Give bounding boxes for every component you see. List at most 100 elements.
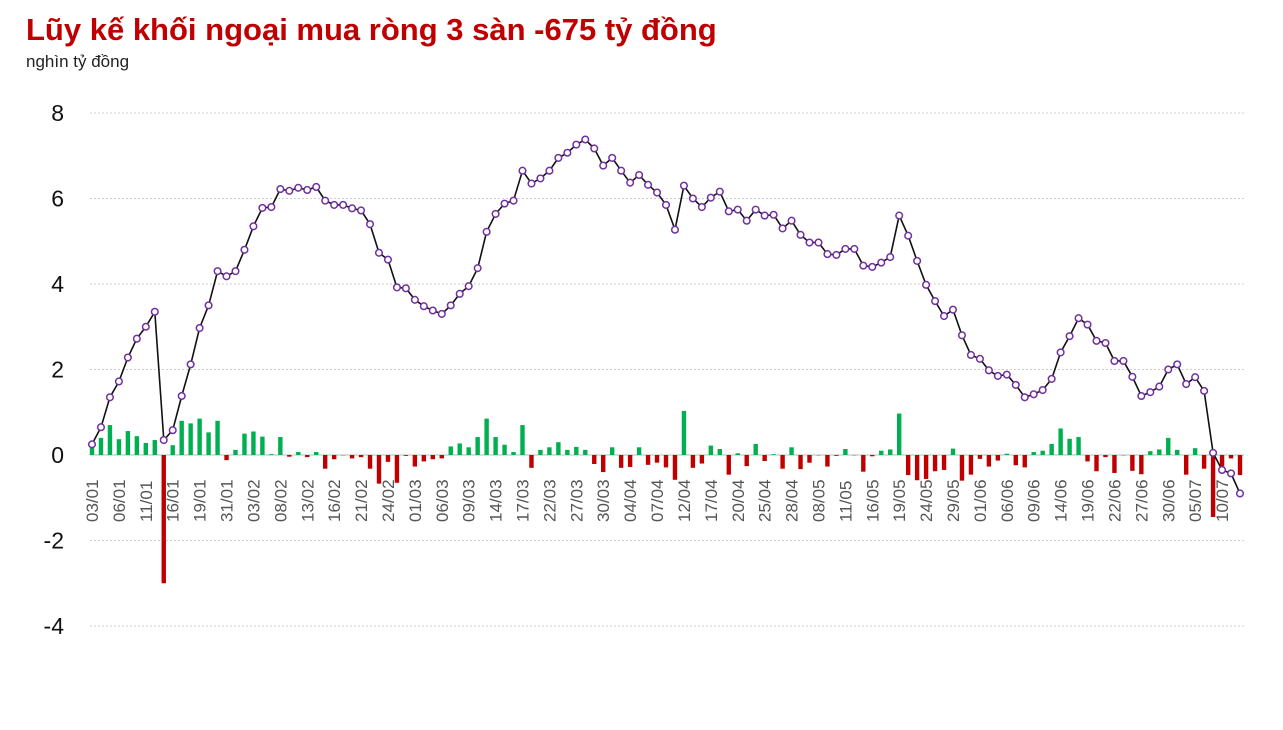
y-axis-unit-label: nghìn tỷ đồng: [26, 52, 130, 71]
cumulative-point: [841, 244, 850, 253]
cumulative-point: [859, 261, 868, 270]
cumulative-point: [644, 180, 653, 189]
daily-net-bar: [224, 455, 229, 461]
x-tick-label: 22/03: [540, 479, 559, 522]
daily-net-bar: [538, 449, 543, 455]
cumulative-point: [751, 205, 760, 214]
x-tick-label: 24/02: [379, 479, 398, 522]
cumulative-point: [518, 166, 527, 175]
cumulative-point: [1011, 380, 1020, 389]
cumulative-point: [1029, 390, 1038, 399]
daily-net-bar: [457, 443, 462, 455]
cumulative-point: [670, 225, 680, 234]
x-tick-label: 09/06: [1025, 479, 1044, 522]
daily-net-bar: [1031, 452, 1036, 455]
x-tick-label: 29/05: [944, 479, 963, 522]
cumulative-point: [1002, 370, 1011, 379]
daily-net-bar: [627, 455, 633, 467]
daily-net-bar: [412, 455, 418, 467]
cumulative-point: [715, 187, 724, 196]
cumulative-point: [1056, 348, 1065, 357]
cumulative-point: [1074, 314, 1083, 323]
cumulative-point: [365, 220, 375, 229]
x-tick-label: 06/06: [998, 479, 1017, 522]
daily-net-bar: [1067, 438, 1072, 455]
cumulative-point: [796, 230, 805, 239]
cumulative-point: [895, 211, 904, 220]
x-tick-label: 16/02: [325, 479, 344, 522]
daily-net-bar: [1175, 449, 1180, 455]
cumulative-point: [527, 179, 536, 188]
cumulative-point: [231, 267, 240, 276]
daily-net-bar: [995, 455, 1001, 461]
cumulative-point: [222, 272, 231, 281]
y-tick-label: 4: [51, 271, 64, 297]
cumulative-point: [186, 360, 195, 369]
cumulative-point: [1146, 388, 1155, 397]
cumulative-point: [1209, 448, 1218, 457]
daily-net-bar: [296, 452, 301, 455]
cumulative-point: [706, 193, 715, 202]
y-tick-label: 2: [51, 357, 64, 383]
x-tick-label: 04/04: [621, 479, 640, 522]
cumulative-point: [383, 255, 393, 264]
cumulative-point: [922, 280, 931, 289]
daily-net-bar: [870, 455, 875, 457]
cumulative-point: [724, 207, 733, 216]
x-tick-label: 17/04: [702, 479, 721, 522]
daily-net-bar: [816, 455, 821, 456]
cumulative-point: [96, 423, 106, 432]
cumulative-point: [464, 282, 473, 291]
cumulative-point: [563, 148, 572, 157]
cumulative-point: [473, 264, 482, 273]
cumulative-point: [984, 366, 993, 375]
daily-net-bar: [905, 455, 911, 476]
daily-net-bar: [1103, 455, 1108, 458]
daily-net-bar: [896, 413, 902, 455]
x-tick-label: 14/03: [487, 479, 506, 522]
cumulative-point: [778, 224, 787, 233]
x-tick-label: 06/01: [110, 479, 129, 522]
cumulative-point: [1119, 356, 1128, 366]
x-tick-label: 01/06: [971, 479, 990, 522]
cumulative-point: [832, 250, 841, 259]
daily-net-bar: [134, 436, 140, 455]
cumulative-point: [823, 250, 832, 259]
daily-net-bar: [1004, 453, 1010, 455]
cumulative-point: [608, 153, 617, 162]
x-tick-label: 19/06: [1079, 479, 1098, 522]
cumulative-point: [249, 222, 258, 231]
cumulative-point: [339, 200, 348, 209]
x-tick-label: 25/04: [756, 479, 775, 522]
cumulative-point: [1101, 338, 1110, 348]
cumulative-point: [312, 182, 321, 192]
daily-net-bar: [143, 443, 149, 455]
daily-net-bar: [565, 449, 570, 455]
x-tick-label: 16/05: [863, 479, 882, 522]
cumulative-point: [330, 200, 339, 209]
daily-net-bar: [699, 455, 705, 464]
daily-net-bar: [314, 452, 319, 455]
cumulative-point: [545, 166, 554, 175]
daily-net-bar: [331, 455, 337, 460]
cumulative-point: [688, 194, 697, 203]
daily-net-bar: [394, 455, 400, 483]
cumulative-point: [1155, 382, 1164, 391]
daily-net-bar: [1013, 455, 1018, 466]
cumulative-point: [1020, 393, 1029, 402]
daily-net-bar: [753, 443, 758, 455]
cumulative-point: [419, 302, 428, 311]
cumulative-point: [886, 253, 895, 262]
daily-net-bar: [287, 455, 292, 457]
daily-net-bar: [618, 455, 624, 468]
cumulative-point: [446, 301, 455, 310]
x-tick-label: 22/06: [1105, 479, 1124, 522]
daily-net-bar: [1130, 455, 1135, 471]
x-tick-label: 11/05: [836, 481, 855, 522]
cumulative-point: [1065, 332, 1074, 341]
cumulative-point: [1128, 372, 1137, 381]
daily-net-bar: [430, 455, 436, 460]
cumulative-point: [258, 203, 267, 212]
daily-net-bar: [914, 455, 920, 481]
daily-net-bar: [977, 455, 983, 459]
